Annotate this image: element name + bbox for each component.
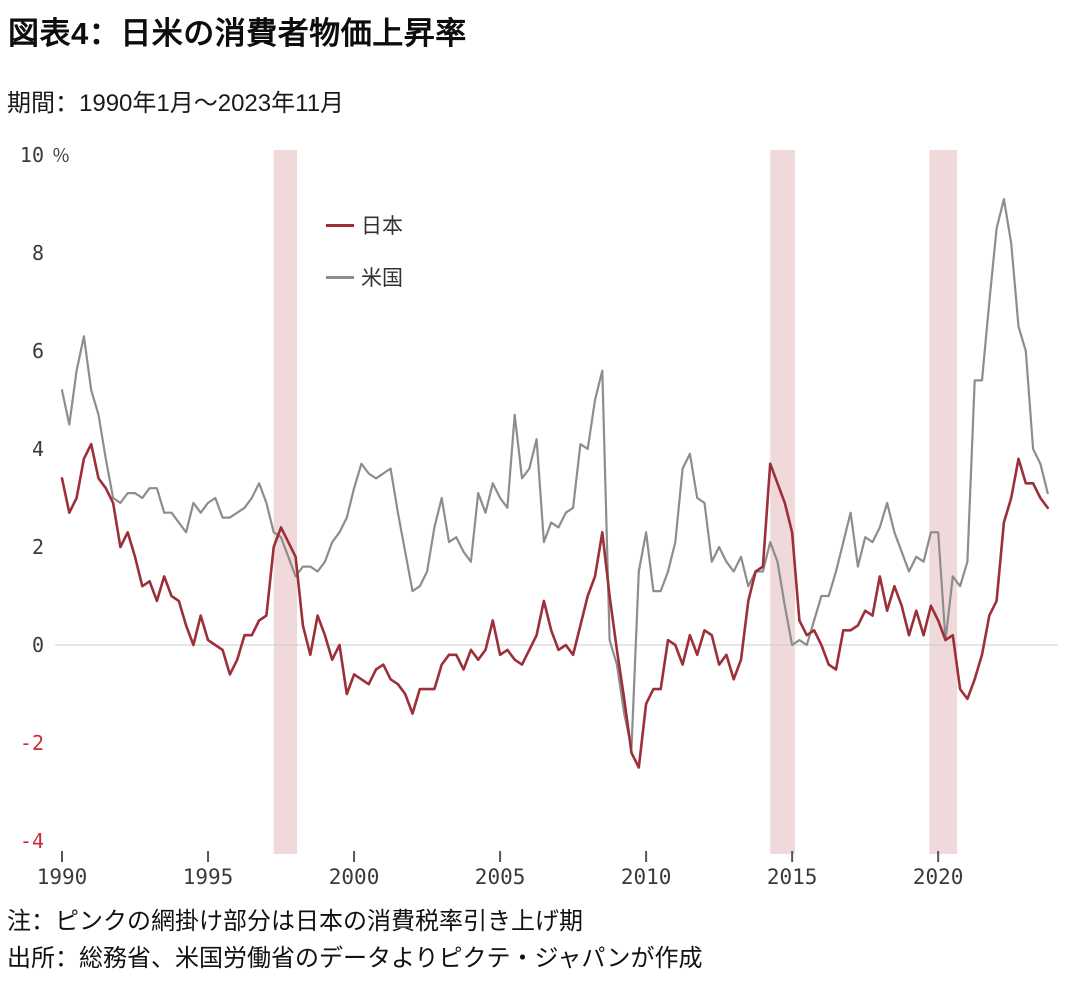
chart-title: 図表4：日米の消費者物価上昇率: [8, 16, 467, 51]
x-tick-label: 2000: [329, 865, 380, 889]
japan-line: [60, 442, 1049, 769]
x-tick-label: 1990: [37, 865, 88, 889]
x-tick-label: 2015: [767, 865, 818, 889]
y-tick-label: 0: [32, 633, 44, 657]
chart-footnote: 注：ピンクの網掛け部分は日本の消費税率引き上げ期: [7, 908, 583, 935]
x-tick-label: 2005: [475, 865, 526, 889]
x-tick-label: 1995: [183, 865, 234, 889]
y-tick-label: 10: [20, 143, 44, 167]
tax-hike-band: [770, 150, 796, 854]
y-axis-unit-label: ％: [52, 146, 70, 166]
legend-label-japan: 日本: [361, 215, 403, 238]
us-line-swatch: [326, 275, 354, 279]
tax-hike-band: [273, 150, 298, 854]
tax-hike-band: [929, 150, 958, 854]
x-tick-label: 2010: [621, 865, 672, 889]
legend-item-us: 米国: [326, 264, 403, 290]
y-tick-label: 6: [32, 339, 44, 363]
y-tick-label: 4: [32, 437, 44, 461]
chart-source: 出所：総務省、米国労働省のデータよりピクテ・ジャパンが作成: [7, 945, 703, 972]
y-tick-label: -4: [20, 829, 44, 853]
y-tick-label: 2: [32, 535, 44, 559]
y-tick-label: -2: [20, 731, 44, 755]
y-tick-label: 8: [32, 241, 44, 265]
legend: 日本 米国: [326, 212, 403, 316]
x-tick-label: 2020: [913, 865, 964, 889]
japan-line-swatch: [326, 223, 354, 227]
legend-item-japan: 日本: [326, 212, 403, 238]
us-line: [60, 198, 1049, 749]
legend-label-us: 米国: [361, 267, 403, 290]
chart-period-subtitle: 期間：1990年1月～2023年11月: [7, 90, 345, 117]
